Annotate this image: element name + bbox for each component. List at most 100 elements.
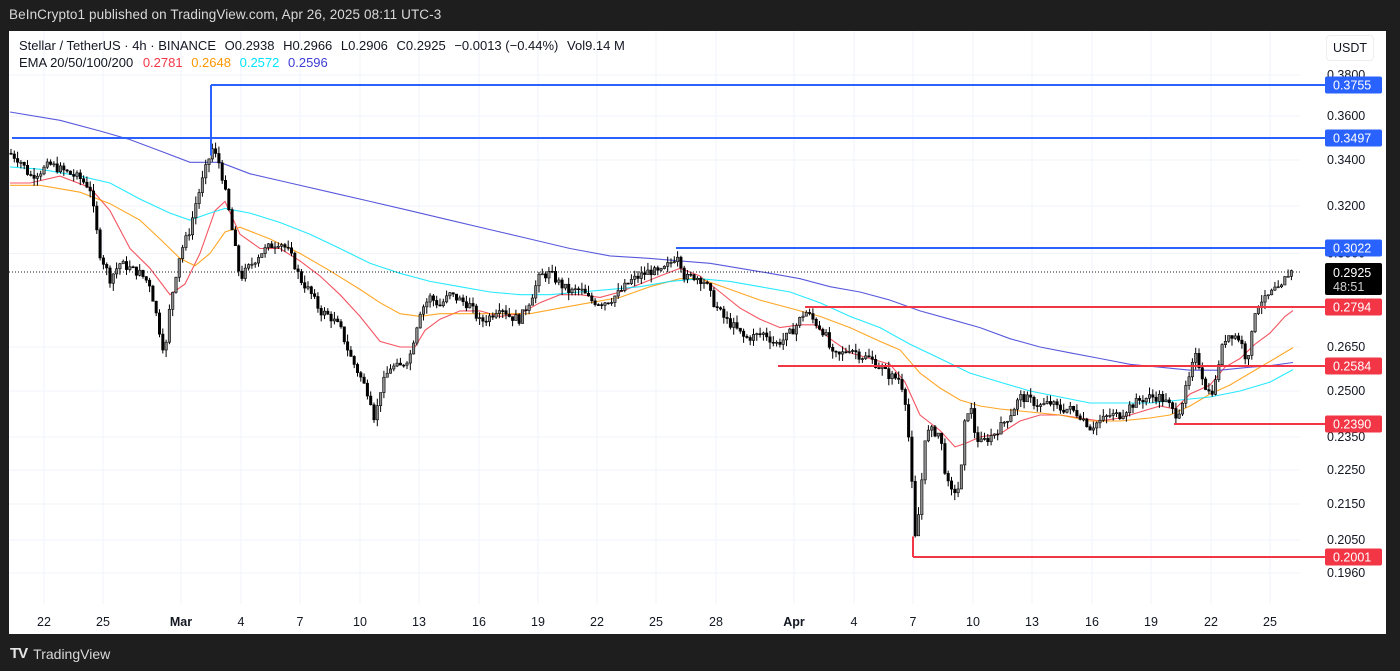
- candle-body: [610, 302, 614, 304]
- close-value: C0.2925: [396, 38, 446, 53]
- candle-body: [695, 277, 699, 281]
- candle-body: [817, 325, 821, 330]
- candle-body: [666, 262, 670, 267]
- candle-body: [1233, 335, 1237, 339]
- candle-body: [35, 175, 39, 179]
- candle-body: [369, 395, 373, 406]
- candle-body: [1273, 286, 1277, 291]
- price-axis-label: 0.2500: [1327, 384, 1365, 398]
- candle-body: [1006, 421, 1010, 423]
- candle-body: [633, 275, 637, 280]
- candle-body: [365, 382, 369, 397]
- candle-body: [233, 229, 237, 247]
- level-badge-label: 0.3497: [1333, 132, 1371, 146]
- candle-body: [682, 267, 686, 280]
- high-value: H0.2966: [283, 38, 333, 53]
- candle-body: [616, 290, 620, 297]
- candle-body: [831, 347, 835, 352]
- current-price-badge: [1325, 263, 1382, 295]
- time-axis-label: 25: [649, 615, 663, 629]
- candle-body: [1210, 390, 1214, 395]
- candle-body: [949, 480, 953, 490]
- candle-body: [814, 318, 818, 327]
- candle-body: [867, 355, 871, 358]
- candle-body: [1164, 399, 1168, 402]
- candle-body: [765, 332, 769, 338]
- candle-body: [893, 373, 897, 379]
- candle-body: [1253, 313, 1257, 332]
- candle-body: [1204, 378, 1208, 390]
- candle-body: [78, 172, 82, 180]
- candle-body: [491, 315, 495, 318]
- candle-body: [204, 164, 208, 179]
- candle-body: [405, 362, 409, 366]
- candle-body: [514, 314, 518, 321]
- candle-body: [748, 337, 752, 341]
- candle-body: [1270, 289, 1274, 296]
- symbol-label[interactable]: Stellar / TetherUS · 4h · BINANCE: [19, 38, 216, 53]
- candle-body: [781, 339, 785, 345]
- time-axis-label: 13: [412, 615, 426, 629]
- candle-body: [1280, 284, 1284, 288]
- candle-body: [1095, 422, 1099, 429]
- candle-body: [956, 488, 960, 494]
- candle-body: [280, 244, 284, 247]
- candle-body: [431, 295, 435, 301]
- candle-body: [158, 312, 162, 335]
- candle-body: [319, 308, 323, 316]
- candle-body: [1214, 379, 1218, 395]
- candle-body: [791, 328, 795, 335]
- candle-body: [507, 314, 511, 317]
- candle-body: [1091, 427, 1095, 431]
- candle-body: [55, 163, 59, 173]
- brand-name[interactable]: TradingView: [33, 645, 111, 662]
- candle-body: [1220, 344, 1224, 366]
- candle-body: [1015, 399, 1019, 410]
- candle-body: [1039, 404, 1043, 407]
- candle-body: [1138, 398, 1142, 401]
- candle-body: [1128, 404, 1132, 413]
- candle-body: [19, 161, 23, 164]
- candle-body: [1161, 394, 1165, 402]
- candle-body: [309, 286, 313, 294]
- candle-body: [567, 283, 571, 293]
- chart-panel[interactable]: 0.38000.36000.34000.32000.30000.26500.25…: [9, 31, 1386, 634]
- candle-body: [517, 314, 521, 324]
- candle-body: [586, 292, 590, 297]
- candle-body: [497, 310, 501, 314]
- candle-body: [659, 268, 663, 271]
- candle-body: [1230, 335, 1234, 339]
- candle-body: [821, 328, 825, 336]
- candle-body: [636, 275, 640, 279]
- time-axis-label: 10: [966, 615, 980, 629]
- candle-body: [352, 356, 356, 365]
- candle-body: [1032, 396, 1036, 406]
- candle-body: [458, 297, 462, 301]
- candle-body: [643, 272, 647, 275]
- candle-body: [1181, 402, 1185, 415]
- candle-body: [253, 262, 257, 265]
- candle-body: [349, 349, 353, 357]
- candle-body: [398, 362, 402, 366]
- candle-body: [247, 264, 251, 269]
- level-badge-label: 0.2794: [1333, 301, 1371, 315]
- price-chart[interactable]: 0.38000.36000.34000.32000.30000.26500.25…: [9, 31, 1386, 634]
- candle-body: [1217, 364, 1221, 380]
- candle-body: [953, 488, 957, 494]
- candle-body: [12, 153, 16, 159]
- candle-body: [593, 300, 597, 305]
- candle-body: [979, 438, 983, 442]
- candle-body: [1283, 276, 1287, 286]
- candle-body: [243, 267, 247, 279]
- ema-indicator-label[interactable]: EMA 20/50/100/200: [19, 55, 134, 70]
- candle-body: [171, 291, 175, 310]
- candle-body: [303, 282, 307, 289]
- candle-body: [200, 177, 204, 193]
- candle-body: [382, 376, 386, 393]
- candle-body: [709, 283, 713, 291]
- candle-body: [850, 350, 854, 352]
- candle-body: [415, 327, 419, 344]
- candle-body: [1194, 353, 1198, 363]
- candle-body: [355, 364, 359, 373]
- currency-button[interactable]: USDT: [1326, 35, 1374, 61]
